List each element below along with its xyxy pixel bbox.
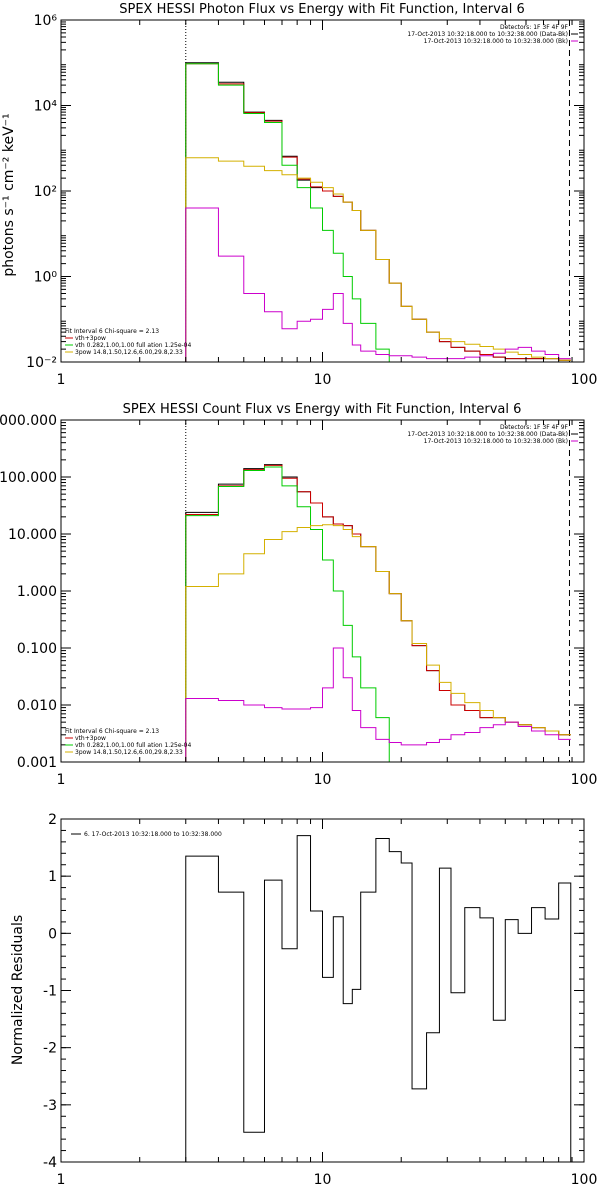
panel-3-ylabel: Normalized Residuals: [10, 915, 26, 1065]
y-tick-label: -4: [43, 1155, 57, 1171]
series-bk: [185, 207, 571, 362]
x-tick-label: 100: [571, 372, 598, 388]
legend-entry: vth+3pow: [75, 735, 106, 742]
series-3pow: [185, 524, 571, 762]
y-tick-label: 0.010: [17, 698, 57, 714]
count-flux-panel: SPEX HESSI Count Flux vs Energy with Fit…: [0, 402, 597, 788]
legend-entry: Fit Interval 6 Chi-square = 2.13: [65, 728, 159, 735]
y-tick-label: 1: [48, 869, 57, 885]
x-tick-label: 100: [571, 772, 598, 788]
y-tick-label: 0.100: [17, 641, 57, 657]
series-bk: [185, 647, 571, 762]
panel-2-title: SPEX HESSI Count Flux vs Energy with Fit…: [123, 402, 522, 417]
x-tick-label: 10: [314, 372, 332, 388]
legend-entry: 17-Oct-2013 10:32:18.000 to 10:32:38.000…: [424, 438, 568, 445]
legend-entry: vth+3pow: [75, 335, 106, 342]
y-tick-label: 10⁻²: [26, 355, 57, 371]
legend-entry: 3pow 14.8,1.50,12.6,6.00,29.8,2.33: [75, 349, 183, 356]
x-tick-label: 10: [314, 1172, 332, 1188]
legend-entry: 17-Oct-2013 10:32:18.000 to 10:32:38.000…: [407, 31, 568, 38]
panel-2-frame: [60, 419, 585, 763]
x-tick-label: 10: [314, 772, 332, 788]
y-tick-label: 10⁶: [34, 13, 58, 29]
x-tick-label: 1: [57, 772, 66, 788]
x-tick-label: 100: [571, 1172, 598, 1188]
y-tick-label: 10⁴: [34, 99, 58, 115]
y-tick-label: 100.000: [0, 470, 57, 486]
x-tick-label: 1: [57, 1172, 66, 1188]
series-residuals: [185, 835, 572, 1162]
panel-1-series: [185, 62, 571, 362]
y-tick-label: 2: [48, 812, 57, 828]
legend-entry: 6. 17-Oct-2013 10:32:18.000 to 10:32:38.…: [84, 831, 222, 838]
panel-1-legend-fit: Fit Interval 6 Chi-square = 2.13vth+3pow…: [65, 328, 191, 356]
legend-entry: 3pow 14.8,1.50,12.6,6.00,29.8,2.33: [75, 749, 183, 756]
y-tick-label: 0.001: [17, 755, 57, 771]
panel-3-series: [185, 835, 572, 1162]
panel-1-reference-lines: [185, 20, 570, 362]
y-tick-label: 10⁰: [34, 270, 58, 286]
series-vth: [185, 466, 402, 762]
panel-2-legend-fit: Fit Interval 6 Chi-square = 2.13vth+3pow…: [65, 728, 191, 756]
y-tick-label: 0: [48, 926, 57, 942]
series-vth: [185, 63, 390, 362]
panel-2-ticks: 1 10 100 0.001 0.010 0.100 1.000 10.000 100.000 1…: [0, 413, 597, 788]
panel-3-legend: 6. 17-Oct-2013 10:32:18.000 to 10:32:38.…: [71, 831, 222, 838]
legend-entry: 17-Oct-2013 10:32:18.000 to 10:32:38.000…: [424, 38, 568, 45]
legend-entry: Detectors: 1F 3F 4F 9F: [500, 424, 569, 431]
panel-1-ylabel: photons s⁻¹ cm⁻² keV⁻¹: [1, 113, 17, 276]
panel-2-series: [185, 464, 571, 762]
legend-entry: Detectors: 1F 3F 4F 9F: [500, 24, 569, 31]
legend-entry: Fit Interval 6 Chi-square = 2.13: [65, 328, 159, 335]
y-tick-label: -2: [43, 1041, 57, 1057]
y-tick-label: 10²: [34, 184, 57, 200]
panel-3-ticks: 1 10 100 -4 -3 -2 -1 0 1 2: [43, 812, 597, 1188]
legend-entry: 17-Oct-2013 10:32:18.000 to 10:32:38.000…: [407, 431, 568, 438]
y-tick-label: -3: [43, 1098, 57, 1114]
panel-1-ticks: 1 10 100 10⁻² 10⁰ 10² 10⁴ 10⁶: [26, 13, 597, 388]
legend-entry: vth 0.282,1.00,1.00 full ation 1.25e-04: [75, 342, 191, 349]
legend-entry: vth 0.282,1.00,1.00 full ation 1.25e-04: [75, 742, 191, 749]
y-tick-label: -1: [43, 984, 57, 1000]
panel-1-title: SPEX HESSI Photon Flux vs Energy with Fi…: [119, 2, 525, 17]
y-tick-label: 10.000: [8, 527, 57, 543]
photon-flux-panel: SPEX HESSI Photon Flux vs Energy with Fi…: [1, 2, 597, 388]
x-tick-label: 1: [57, 372, 66, 388]
y-tick-label: 1.000: [17, 584, 57, 600]
series-data-bk: [185, 464, 571, 762]
residuals-panel: Normalized Residuals 1 10 100 -4 -3 -2 -1 0 1 2 6…: [10, 812, 597, 1188]
